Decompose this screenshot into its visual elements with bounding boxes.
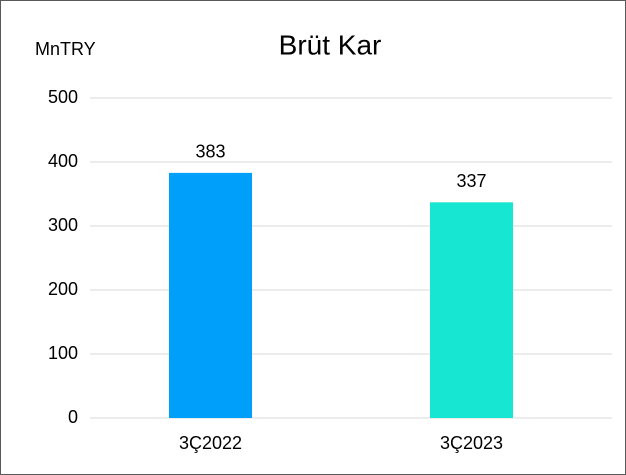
y-tick-label: 200 — [48, 279, 78, 299]
y-tick-label: 300 — [48, 215, 78, 235]
bar — [169, 172, 252, 418]
y-tick-label: 100 — [48, 343, 78, 363]
chart-title: Brüt Kar — [279, 29, 382, 60]
y-tick-label: 500 — [48, 87, 78, 107]
y-tick-label: 0 — [68, 407, 78, 427]
x-tick-label: 3Ç2022 — [179, 433, 242, 453]
y-tick-label: 400 — [48, 151, 78, 171]
x-tick-label: 3Ç2023 — [440, 433, 503, 453]
y-axis-label: MnTRY — [35, 39, 96, 59]
data-label: 337 — [456, 171, 486, 191]
bar — [430, 202, 513, 418]
data-label: 383 — [195, 142, 225, 162]
